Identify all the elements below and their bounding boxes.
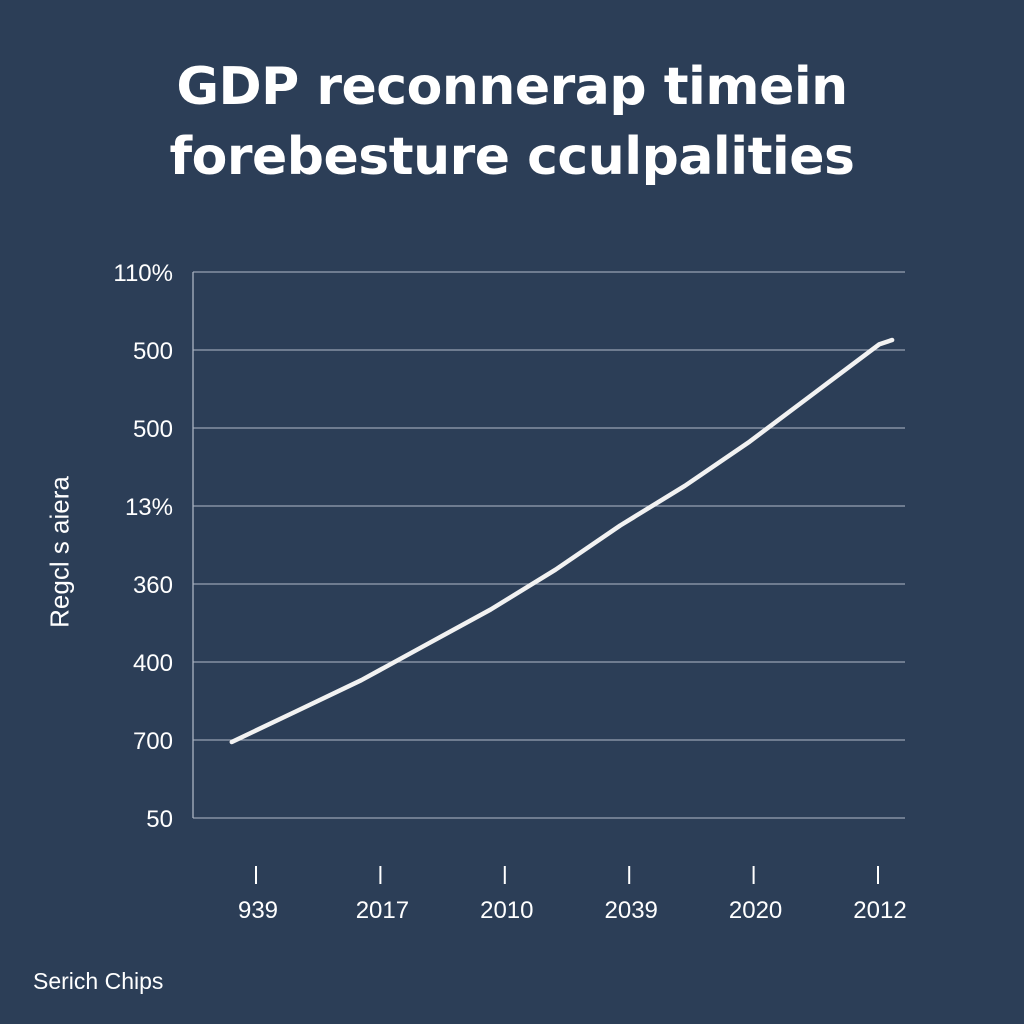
y-tick-label: 13%: [125, 494, 173, 521]
x-tick-label: 939: [238, 897, 278, 924]
x-tick-label: 2010: [480, 897, 533, 924]
x-tick-label: 2012: [853, 897, 906, 924]
y-tick-label: 500: [133, 338, 173, 365]
chart-title: GDP reconnerap timein forebesture cculpa…: [0, 52, 1024, 192]
x-tick-label: 2017: [356, 897, 409, 924]
x-tick-label: 2039: [605, 897, 658, 924]
y-tick-label: 700: [133, 728, 173, 755]
y-tick-label: 50: [146, 806, 173, 833]
y-axis-label: Regcl s aiera: [44, 476, 75, 628]
chart-title-line-1: GDP reconnerap timein: [176, 57, 848, 117]
y-tick-label: 500: [133, 416, 173, 443]
y-tick-label: 400: [133, 650, 173, 677]
x-tick-label: 2020: [729, 897, 782, 924]
footer-caption: Serich Chips: [33, 968, 164, 994]
y-tick-label: 360: [133, 572, 173, 599]
series-line: [229, 337, 895, 745]
chart-title-line-2: forebesture cculpalities: [169, 127, 855, 187]
y-tick-label: 110%: [113, 260, 173, 287]
